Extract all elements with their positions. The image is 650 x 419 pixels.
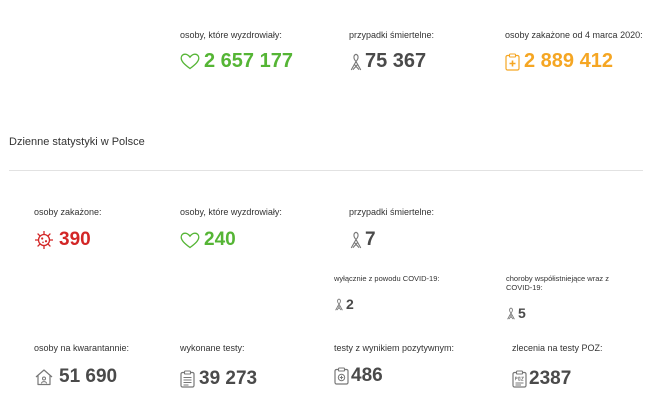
daily-deaths-label: przypadki śmiertelne: <box>349 207 435 217</box>
section-divider <box>9 170 643 171</box>
poz-orders-label: zlecenia na testy POZ: <box>512 343 603 353</box>
total-recovered-label: osoby, które wyzdrowiały: <box>180 30 282 40</box>
test-clipboard-icon <box>180 370 195 388</box>
ribbon-icon <box>349 231 363 249</box>
total-deaths-stat: przypadki śmiertelne: 75 367 <box>349 30 489 73</box>
daily-recovered-label: osoby, które wyzdrowiały: <box>180 207 282 217</box>
ribbon-icon <box>334 298 344 311</box>
tests-positive-label: testy z wynikiem pozytywnym: <box>334 343 455 353</box>
poz-clipboard-icon <box>512 370 527 388</box>
poz-orders-stat: zlecenia na testy POZ: 2387 <box>512 343 642 390</box>
deaths-comorbid-label: choroby współistniejące wraz z COVID-19: <box>506 274 609 292</box>
poz-orders-value: 2387 <box>529 368 572 389</box>
daily-infected-value: 390 <box>59 229 91 250</box>
heart-icon <box>180 53 200 70</box>
quarantine-value: 51 690 <box>59 366 118 387</box>
deaths-comorbid-stat: choroby współistniejące wraz z COVID-19:… <box>506 274 636 321</box>
deaths-covid-only-value: 2 <box>346 296 354 312</box>
daily-recovered-stat: osoby, które wyzdrowiały: 240 <box>180 207 330 251</box>
total-recovered-value: 2 657 177 <box>204 50 293 72</box>
daily-deaths-value: 7 <box>365 229 376 250</box>
deaths-covid-only-label: wyłącznie z powodu COVID-19: <box>334 274 440 283</box>
daily-deaths-stat: przypadki śmiertelne: 7 <box>349 207 489 251</box>
quarantine-stat: osoby na kwarantannie: 51 690 <box>34 343 144 388</box>
deaths-covid-only-stat: wyłącznie z powodu COVID-19: 2 <box>334 274 484 312</box>
total-deaths-label: przypadki śmiertelne: <box>349 30 435 40</box>
total-recovered-stat: osoby, które wyzdrowiały: 2 657 177 <box>180 30 330 73</box>
daily-recovered-value: 240 <box>204 229 236 250</box>
virus-icon <box>34 230 54 250</box>
heart-icon <box>180 232 200 249</box>
daily-infected-stat: osoby zakażone: 390 <box>34 207 164 251</box>
ribbon-icon <box>349 53 363 71</box>
total-infected-stat: osoby zakażone od 4 marca 2020: 2 889 41… <box>505 30 645 73</box>
positive-test-icon <box>334 367 349 385</box>
tests-done-label: wykonane testy: <box>180 343 245 353</box>
quarantine-label: osoby na kwarantannie: <box>34 343 130 353</box>
total-infected-label: osoby zakażone od 4 marca 2020: <box>505 30 643 40</box>
total-deaths-value: 75 367 <box>365 50 427 72</box>
total-infected-value: 2 889 412 <box>524 50 613 72</box>
tests-done-stat: wykonane testy: 39 273 <box>180 343 320 390</box>
tests-positive-stat: testy z wynikiem pozytywnym: 486 <box>334 343 484 387</box>
clipboard-cross-icon <box>505 52 520 71</box>
deaths-comorbid-value: 5 <box>518 305 526 321</box>
house-icon <box>34 368 54 386</box>
ribbon-icon <box>506 307 516 320</box>
daily-infected-label: osoby zakażone: <box>34 207 102 217</box>
tests-positive-value: 486 <box>351 365 383 386</box>
daily-stats-title: Dzienne statystyki w Polsce <box>9 136 145 148</box>
tests-done-value: 39 273 <box>199 368 258 389</box>
